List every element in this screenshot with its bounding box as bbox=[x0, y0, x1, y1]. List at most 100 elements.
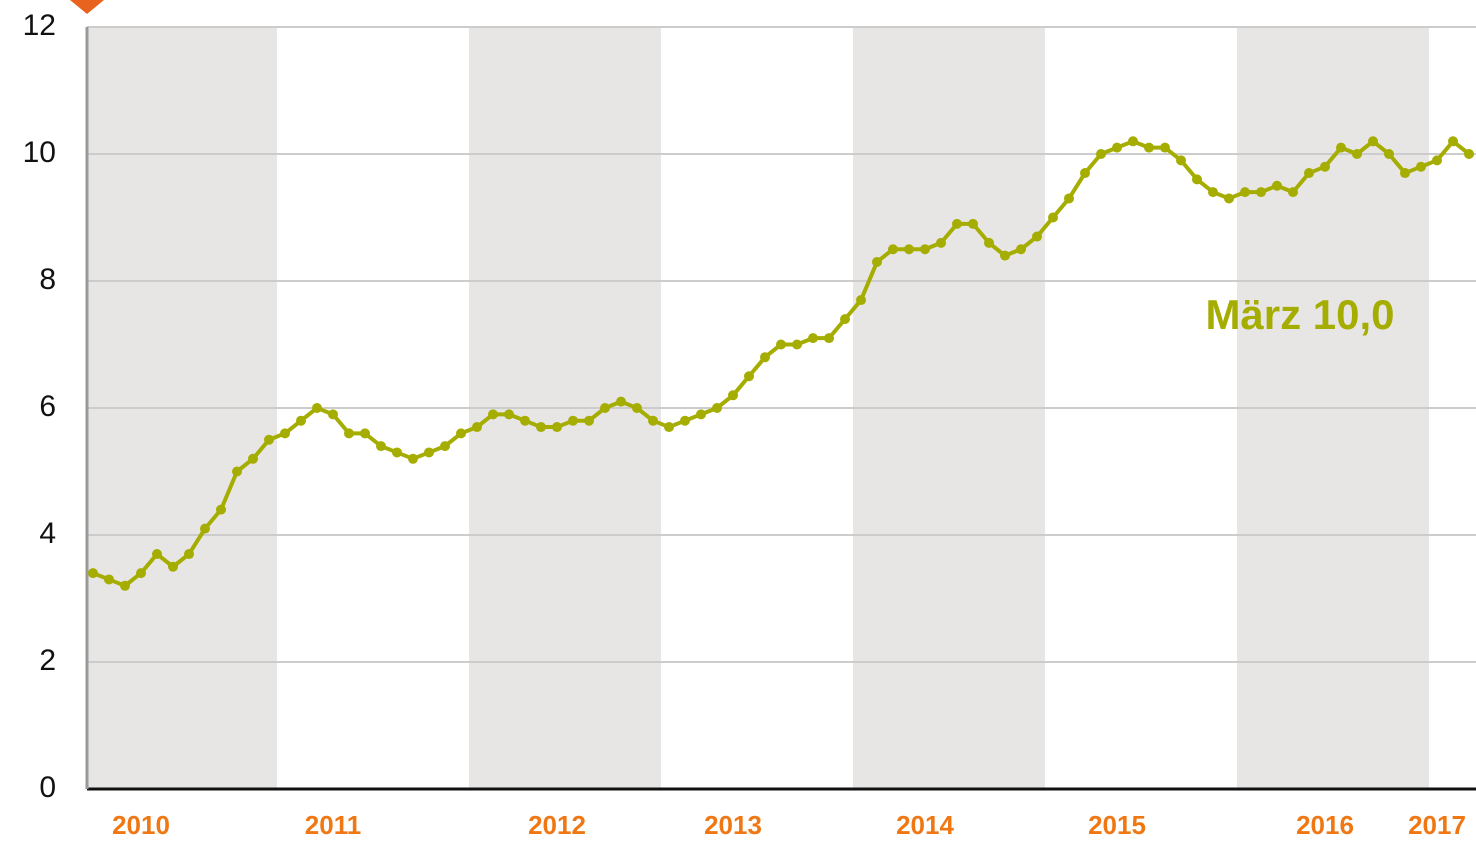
data-point bbox=[1000, 250, 1010, 261]
data-point bbox=[488, 409, 498, 420]
data-point bbox=[696, 409, 706, 420]
data-point bbox=[744, 371, 754, 382]
data-point bbox=[1160, 142, 1170, 153]
data-point bbox=[1352, 149, 1362, 159]
data-point bbox=[1128, 136, 1138, 147]
data-point bbox=[872, 256, 882, 267]
data-point bbox=[1336, 142, 1346, 153]
data-point bbox=[472, 422, 482, 433]
data-point bbox=[984, 237, 994, 248]
data-point bbox=[1064, 193, 1074, 204]
data-point bbox=[616, 396, 626, 407]
data-point bbox=[1464, 149, 1474, 159]
data-point bbox=[168, 561, 178, 572]
data-point bbox=[1176, 155, 1186, 166]
data-point bbox=[152, 549, 162, 560]
data-point bbox=[232, 466, 242, 477]
data-point bbox=[1112, 142, 1122, 153]
marker-triangle bbox=[70, 0, 104, 14]
data-point bbox=[824, 333, 834, 344]
data-point bbox=[1384, 149, 1394, 159]
data-point bbox=[1240, 187, 1250, 198]
data-point bbox=[184, 549, 194, 560]
annotation: März 10,0 bbox=[1205, 291, 1394, 338]
data-point bbox=[248, 453, 258, 464]
data-point bbox=[1144, 142, 1154, 153]
y-tick-label: 4 bbox=[39, 517, 56, 550]
data-point bbox=[1256, 187, 1266, 198]
data-point bbox=[680, 415, 690, 426]
data-point bbox=[376, 441, 386, 452]
data-point bbox=[1400, 168, 1410, 179]
x-tick-label: 2013 bbox=[704, 810, 762, 840]
data-point bbox=[1032, 231, 1042, 242]
data-point bbox=[536, 422, 546, 433]
data-point bbox=[1272, 180, 1282, 191]
data-point bbox=[728, 390, 738, 401]
data-point bbox=[632, 403, 642, 413]
data-point bbox=[216, 504, 226, 515]
x-tick-label: 2017 bbox=[1408, 810, 1466, 840]
data-point bbox=[792, 339, 802, 350]
data-point bbox=[664, 422, 674, 433]
data-point bbox=[1448, 136, 1458, 147]
data-point bbox=[712, 403, 722, 413]
data-point bbox=[568, 415, 578, 426]
data-point bbox=[1016, 244, 1026, 255]
data-point bbox=[408, 453, 418, 464]
data-point bbox=[424, 447, 434, 458]
x-tick-label: 2015 bbox=[1088, 810, 1146, 840]
data-point bbox=[504, 409, 514, 420]
y-tick-label: 10 bbox=[23, 136, 56, 169]
data-point bbox=[88, 568, 98, 579]
data-point bbox=[952, 218, 962, 229]
data-point bbox=[1208, 187, 1218, 198]
data-point bbox=[1224, 193, 1234, 204]
data-point bbox=[1304, 168, 1314, 179]
data-point bbox=[888, 244, 898, 255]
y-tick-label: 0 bbox=[39, 771, 56, 804]
data-point bbox=[760, 352, 770, 363]
y-tick-label: 8 bbox=[39, 263, 56, 296]
y-tick-label: 6 bbox=[39, 390, 56, 423]
data-point bbox=[120, 580, 130, 591]
data-point bbox=[600, 403, 610, 413]
data-point bbox=[920, 244, 930, 255]
data-point bbox=[392, 447, 402, 458]
data-point bbox=[360, 428, 370, 439]
data-point bbox=[808, 333, 818, 344]
data-point bbox=[296, 415, 306, 426]
x-tick-label: 2010 bbox=[112, 810, 170, 840]
data-point bbox=[648, 415, 658, 426]
data-point bbox=[1368, 136, 1378, 147]
data-point bbox=[440, 441, 450, 452]
data-point bbox=[1288, 187, 1298, 198]
data-point bbox=[104, 574, 114, 585]
y-tick-label: 12 bbox=[23, 9, 56, 42]
y-tick-label: 2 bbox=[39, 644, 56, 677]
x-tick-label: 2016 bbox=[1296, 810, 1354, 840]
data-point bbox=[312, 403, 322, 413]
data-point bbox=[1416, 161, 1426, 172]
data-point bbox=[1048, 212, 1058, 223]
data-point bbox=[584, 415, 594, 426]
data-point bbox=[200, 523, 210, 534]
data-point bbox=[856, 295, 866, 306]
data-point bbox=[264, 434, 274, 445]
data-point bbox=[1080, 168, 1090, 179]
data-point bbox=[776, 339, 786, 350]
data-point bbox=[1192, 174, 1202, 185]
data-point bbox=[840, 314, 850, 325]
data-point bbox=[328, 409, 338, 420]
data-point bbox=[968, 218, 978, 229]
data-point bbox=[1096, 149, 1106, 159]
data-point bbox=[552, 422, 562, 433]
grid bbox=[87, 26, 1476, 791]
data-point bbox=[1432, 155, 1442, 166]
data-point bbox=[936, 237, 946, 248]
data-point bbox=[136, 568, 146, 579]
data-point bbox=[904, 244, 914, 255]
x-tick-label: 2011 bbox=[305, 810, 361, 840]
x-tick-label: 2014 bbox=[896, 810, 954, 840]
